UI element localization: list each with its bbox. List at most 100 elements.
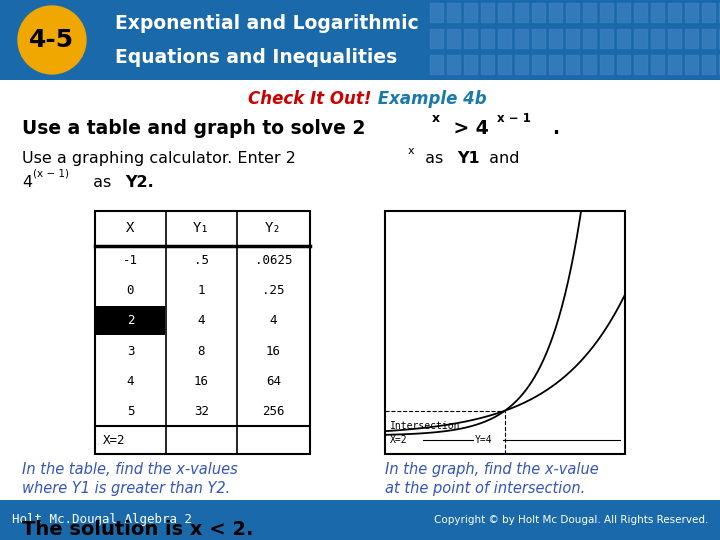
Bar	[617, 29, 630, 48]
Bar	[719, 3, 720, 22]
Text: .25: .25	[262, 284, 284, 298]
Text: x: x	[432, 112, 440, 125]
Bar	[617, 55, 630, 74]
Text: 16: 16	[194, 375, 209, 388]
Bar	[685, 29, 698, 48]
Bar	[515, 29, 528, 48]
Text: Y1: Y1	[457, 151, 480, 166]
Bar	[583, 29, 596, 48]
Text: 64: 64	[266, 375, 281, 388]
Bar	[583, 55, 596, 74]
Bar	[447, 29, 460, 48]
Text: 1: 1	[198, 284, 205, 298]
Bar	[702, 29, 715, 48]
Bar	[600, 55, 613, 74]
Text: as: as	[88, 174, 117, 190]
Bar	[634, 55, 647, 74]
Text: Copyright © by Holt Mc Dougal. All Rights Reserved.: Copyright © by Holt Mc Dougal. All Right…	[433, 515, 708, 525]
Bar	[566, 3, 579, 22]
Text: 256: 256	[262, 405, 284, 418]
Text: 3: 3	[127, 345, 134, 357]
Bar	[430, 55, 443, 74]
Bar	[498, 3, 511, 22]
Text: 5: 5	[127, 405, 134, 418]
Circle shape	[18, 6, 86, 74]
Text: > 4: > 4	[447, 119, 489, 138]
Bar	[719, 55, 720, 74]
Text: 2: 2	[127, 314, 134, 327]
Bar	[617, 3, 630, 22]
Text: .: .	[552, 119, 559, 138]
Text: Y₁: Y₁	[193, 221, 210, 235]
Text: at the point of intersection.: at the point of intersection.	[385, 481, 585, 496]
Bar	[549, 3, 562, 22]
Text: Y₂: Y₂	[265, 221, 282, 235]
Text: In the graph, find the x-value: In the graph, find the x-value	[385, 462, 599, 477]
Text: Example 4b: Example 4b	[372, 90, 487, 109]
Bar	[702, 3, 715, 22]
Text: .0625: .0625	[255, 254, 292, 267]
Text: X=2: X=2	[103, 434, 125, 447]
Bar	[481, 3, 494, 22]
Bar	[668, 29, 681, 48]
Text: In the table, find the x-values: In the table, find the x-values	[22, 462, 238, 477]
Text: Exponential and Logarithmic: Exponential and Logarithmic	[115, 15, 419, 33]
Bar	[685, 55, 698, 74]
Bar	[549, 55, 562, 74]
Text: 32: 32	[194, 405, 209, 418]
Bar	[583, 3, 596, 22]
Bar	[600, 3, 613, 22]
Text: 4: 4	[198, 314, 205, 327]
Text: x: x	[408, 146, 415, 156]
Bar	[532, 29, 545, 48]
Text: 4: 4	[22, 174, 32, 190]
Bar	[385, 211, 625, 454]
Text: Holt Mc.Dougal Algebra 2: Holt Mc.Dougal Algebra 2	[12, 513, 192, 526]
Text: Use a table and graph to solve 2: Use a table and graph to solve 2	[22, 119, 365, 138]
Text: .5: .5	[194, 254, 209, 267]
Bar	[600, 29, 613, 48]
Bar	[685, 3, 698, 22]
Bar	[651, 29, 664, 48]
Text: Y=4: Y=4	[475, 435, 492, 445]
Bar	[464, 29, 477, 48]
Text: Intersection: Intersection	[390, 421, 461, 431]
Bar	[702, 55, 715, 74]
Bar	[634, 3, 647, 22]
Text: 16: 16	[266, 345, 281, 357]
Bar	[668, 3, 681, 22]
Bar	[430, 29, 443, 48]
Bar	[481, 55, 494, 74]
Bar	[515, 55, 528, 74]
Text: Use a graphing calculator. Enter 2: Use a graphing calculator. Enter 2	[22, 151, 296, 166]
Bar	[651, 55, 664, 74]
Bar	[447, 55, 460, 74]
Bar	[481, 29, 494, 48]
Text: 0: 0	[127, 284, 134, 298]
Bar	[447, 3, 460, 22]
Bar	[464, 3, 477, 22]
Text: 4: 4	[270, 314, 277, 327]
Text: The solution is x < 2.: The solution is x < 2.	[22, 520, 253, 539]
Bar	[566, 55, 579, 74]
Bar	[532, 55, 545, 74]
Text: 4-5: 4-5	[30, 28, 75, 52]
Bar	[668, 55, 681, 74]
Text: X: X	[126, 221, 135, 235]
Bar	[430, 3, 443, 22]
Bar	[515, 3, 528, 22]
Text: and: and	[484, 151, 520, 166]
Text: where Y1 is greater than Y2.: where Y1 is greater than Y2.	[22, 481, 230, 496]
Text: 8: 8	[198, 345, 205, 357]
Bar	[464, 55, 477, 74]
Text: as: as	[420, 151, 449, 166]
Bar	[566, 29, 579, 48]
Bar	[96, 306, 165, 335]
Text: X=2: X=2	[390, 435, 408, 445]
Bar	[498, 29, 511, 48]
Bar	[549, 29, 562, 48]
Bar	[634, 29, 647, 48]
Text: (x − 1): (x − 1)	[33, 168, 69, 179]
Text: Y2.: Y2.	[125, 174, 154, 190]
Bar	[95, 211, 310, 454]
